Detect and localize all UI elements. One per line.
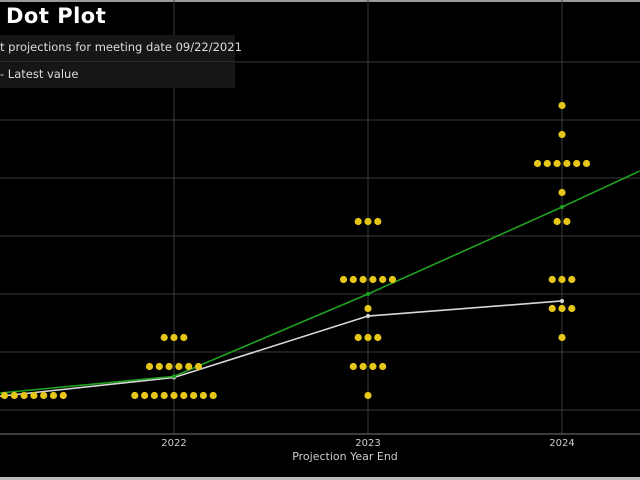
projection-dot [379, 362, 387, 371]
projection-dot [553, 159, 561, 168]
projection-dot [563, 159, 571, 168]
projection-dot [573, 159, 581, 168]
projection-dot [568, 304, 576, 313]
projection-dot [150, 391, 158, 400]
projection-dot [533, 159, 542, 168]
legend-item-projections: t projections for meeting date 09/22/202… [0, 40, 242, 54]
projection-dot [558, 304, 566, 313]
x-tick-label: 2023 [355, 438, 380, 449]
legend-item-latest-value: - Latest value [0, 61, 235, 88]
projection-dot [141, 391, 149, 400]
projection-dot [175, 362, 183, 371]
projection-dot [180, 391, 188, 400]
projection-dot [379, 275, 387, 284]
projection-dot [553, 217, 561, 226]
projection-dot [364, 304, 372, 313]
projection-dot [359, 275, 367, 284]
series-point [560, 205, 564, 209]
projection-dot [364, 217, 372, 226]
projection-dot [209, 391, 217, 400]
top-border [0, 0, 640, 2]
projection-dot [369, 275, 377, 284]
projection-dot [339, 275, 348, 284]
projection-dot [194, 362, 203, 371]
projection-dot [30, 391, 38, 400]
projection-dot [40, 391, 48, 400]
bottom-border [0, 477, 640, 480]
projection-dot [354, 333, 362, 342]
projection-dot [199, 391, 207, 400]
projection-dot [349, 362, 357, 371]
projection-dot [165, 362, 173, 371]
projection-dot [180, 333, 188, 342]
projection-dot [558, 333, 566, 342]
projection-dot [548, 304, 556, 313]
projection-dot [558, 101, 566, 110]
projection-dot [170, 391, 178, 400]
projection-dot [374, 333, 382, 342]
projection-dot [349, 275, 357, 284]
projection-dot [59, 391, 67, 400]
projection-dot [369, 362, 377, 371]
projection-dot [388, 275, 397, 284]
projection-dot [10, 391, 18, 400]
projection-dot [170, 333, 178, 342]
projection-dot [364, 391, 372, 400]
projection-dot [364, 333, 372, 342]
projection-dot [374, 217, 382, 226]
projection-dot [160, 391, 168, 400]
legend: t projections for meeting date 09/22/202… [0, 35, 242, 88]
x-tick-label: 2022 [161, 438, 186, 449]
x-tick-label: 2024 [549, 438, 574, 449]
projection-dot [131, 391, 139, 400]
projection-dot [190, 391, 198, 400]
series-point [172, 374, 176, 379]
series-point [366, 314, 370, 319]
x-axis-label: Projection Year End [292, 450, 398, 463]
series-line-market-implied [0, 170, 640, 394]
projection-dot [568, 275, 576, 284]
projection-dot [160, 333, 168, 342]
projection-dot [155, 362, 163, 371]
projection-dot [145, 362, 154, 371]
projection-dot [20, 391, 28, 400]
chart-title: Dot Plot [6, 4, 107, 28]
series-point [366, 292, 370, 296]
projection-dot [558, 188, 566, 197]
projection-dot [185, 362, 193, 371]
projection-dot [582, 159, 591, 168]
projection-dot [558, 275, 566, 284]
projection-dot [49, 391, 58, 400]
projection-dot [548, 275, 556, 284]
projection-dot [354, 217, 362, 226]
series-line-latest-value [0, 300, 563, 398]
projection-dot [543, 159, 551, 168]
projection-dot [359, 362, 367, 371]
projection-dot [0, 391, 9, 400]
series-point [560, 298, 564, 303]
projection-dot [558, 130, 566, 139]
projection-dot [563, 217, 571, 226]
